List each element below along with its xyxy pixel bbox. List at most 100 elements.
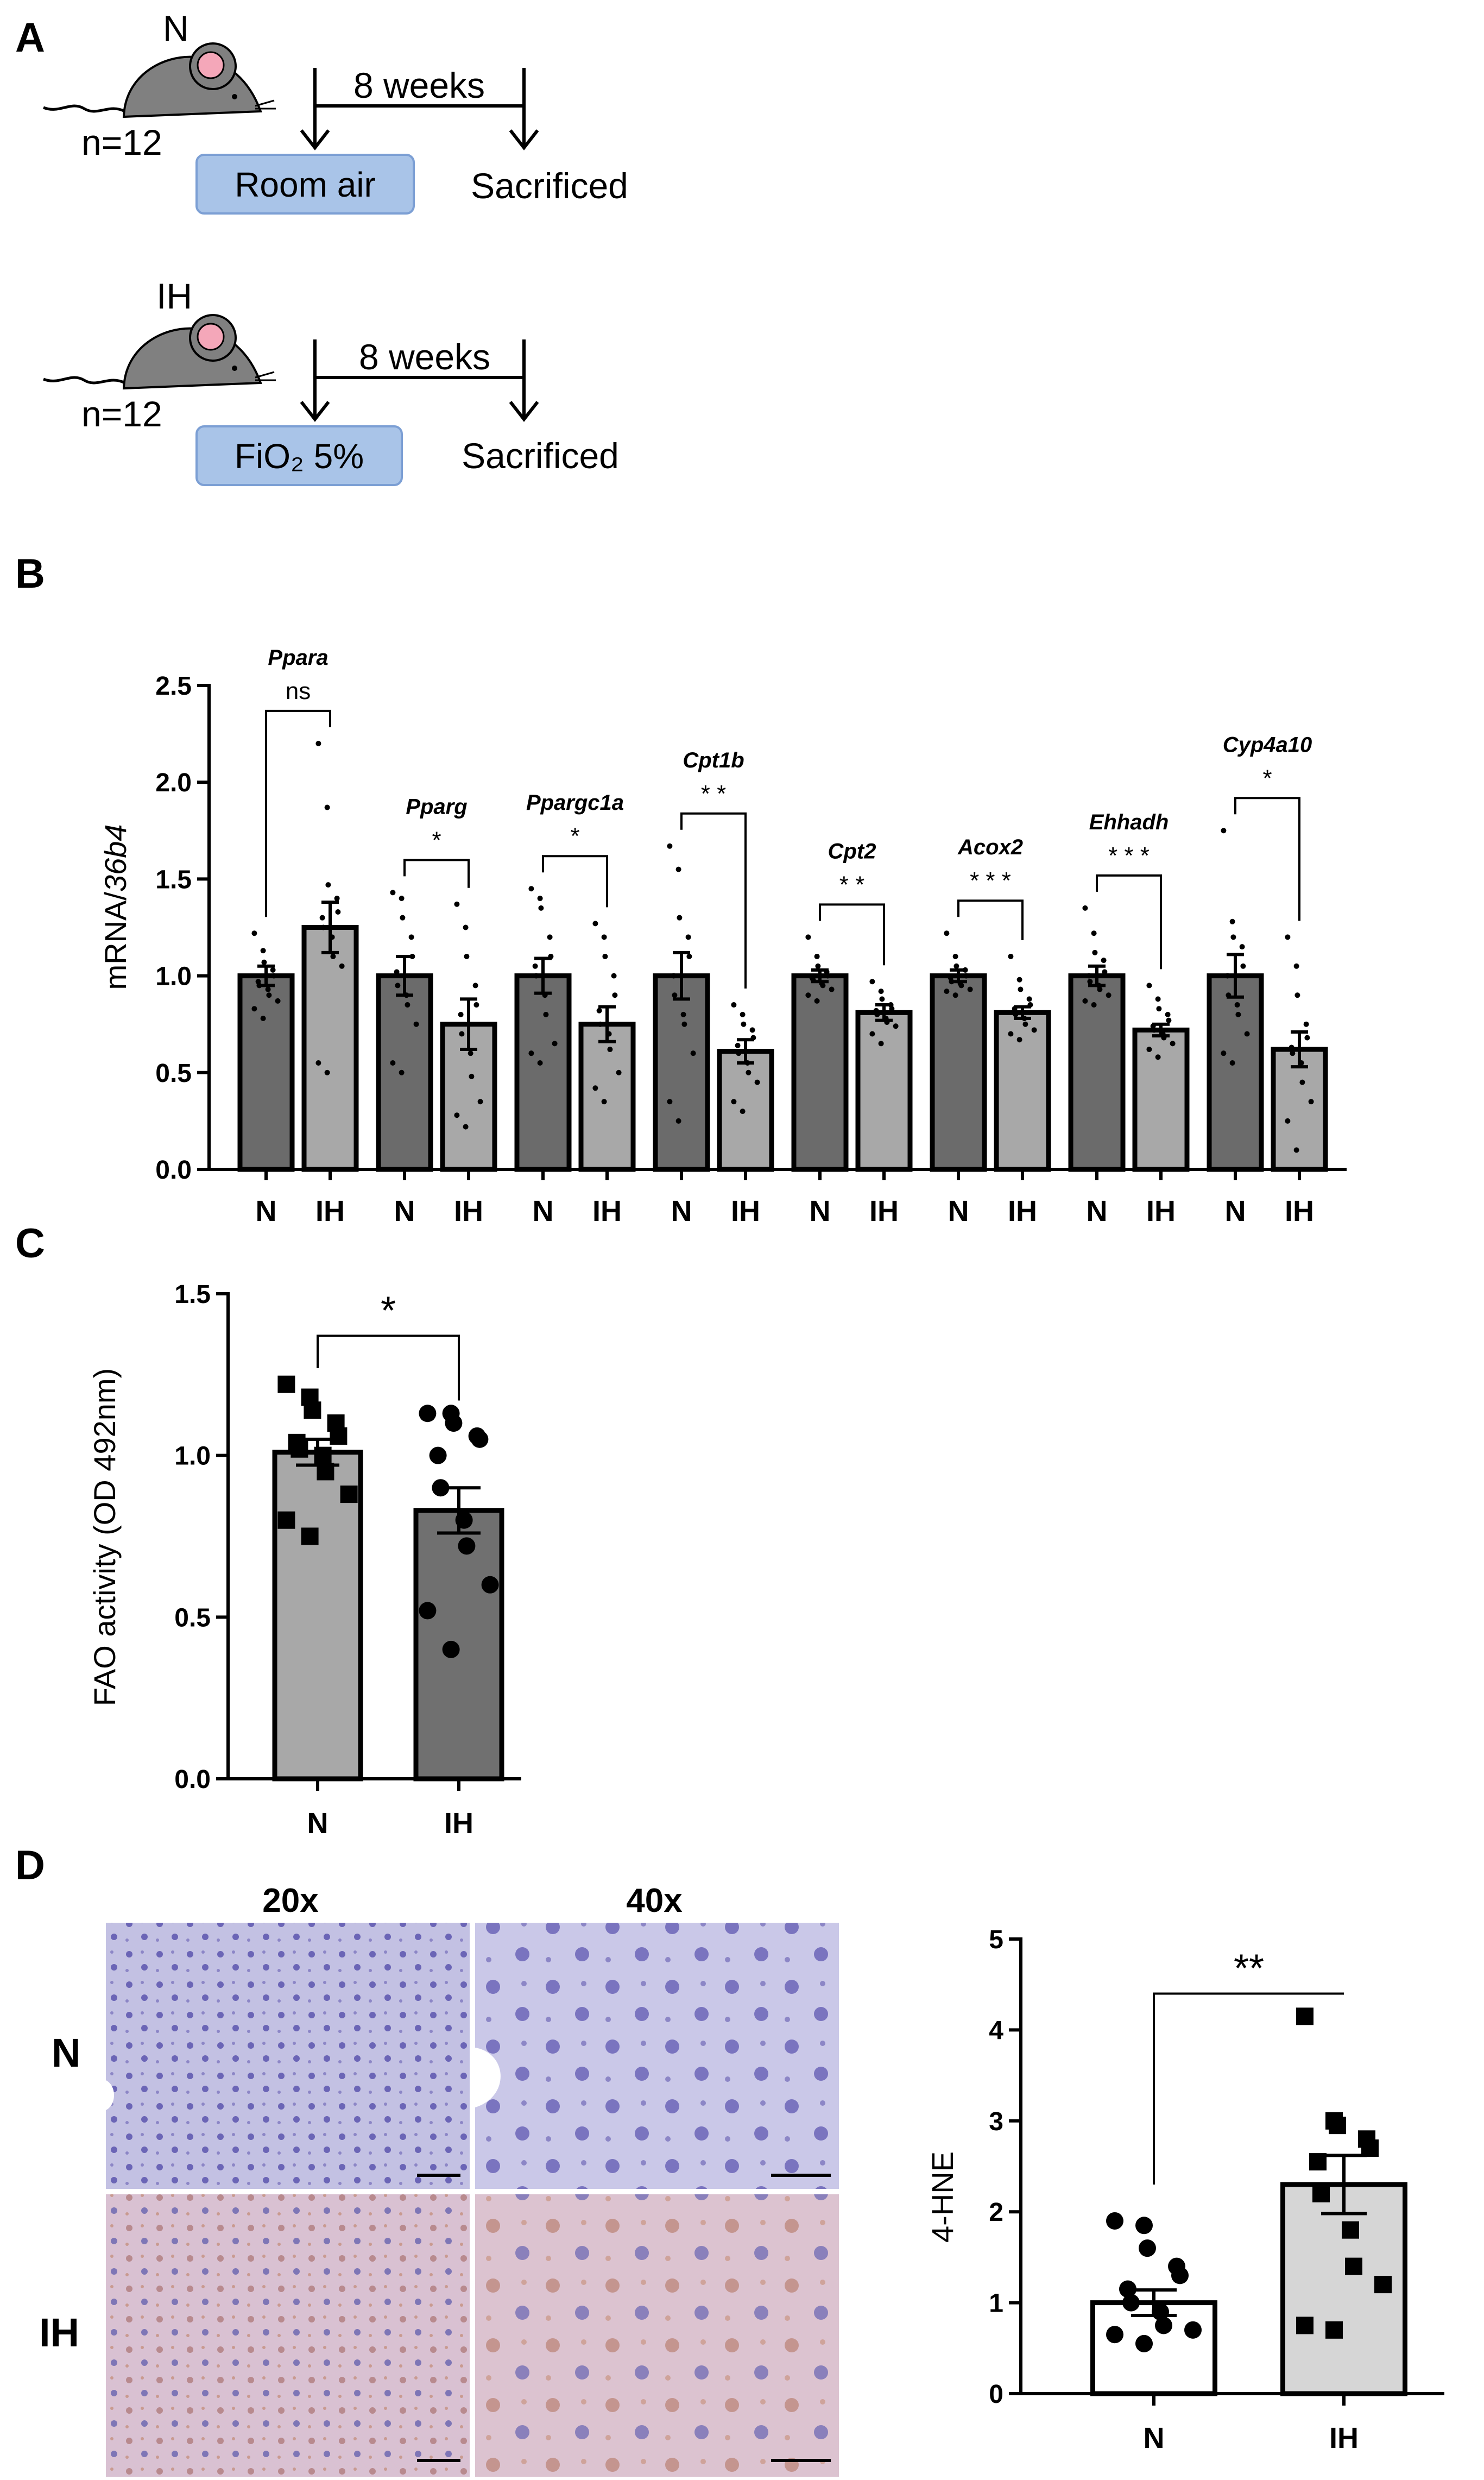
data-point	[390, 890, 396, 896]
data-point	[963, 973, 969, 979]
data-point	[314, 1446, 332, 1464]
data-point	[419, 1602, 437, 1620]
gene-label: Acox2	[957, 835, 1023, 859]
y-tick-label: 1.0	[174, 1442, 211, 1471]
mouse-tail-icon	[43, 104, 126, 113]
data-point	[814, 953, 820, 959]
data-point	[869, 1031, 875, 1037]
data-point	[677, 915, 683, 921]
data-point	[317, 1463, 334, 1481]
data-point	[463, 1124, 469, 1130]
mouse-label: IH	[156, 276, 192, 316]
data-point	[667, 1099, 673, 1105]
data-point	[1135, 2334, 1153, 2352]
data-point	[458, 1537, 476, 1555]
x-category-label: N	[810, 1195, 831, 1228]
data-point	[477, 1099, 483, 1105]
panel-b-y-axis-title: mRNA/36b4	[98, 824, 132, 990]
data-point	[442, 1640, 460, 1658]
data-point	[944, 930, 950, 936]
endpoint-label: Sacrificed	[462, 436, 619, 476]
data-point	[1221, 828, 1227, 834]
data-point	[967, 986, 973, 992]
data-point	[271, 973, 277, 979]
bar	[1068, 973, 1126, 1172]
panel-letter-a: A	[15, 15, 45, 61]
bar	[930, 973, 987, 1172]
x-category-label: N	[948, 1195, 969, 1228]
data-point	[1312, 2185, 1330, 2202]
condition-label: Room air	[235, 165, 376, 204]
data-point	[1092, 949, 1098, 955]
data-point	[1342, 2221, 1359, 2239]
data-point	[805, 992, 811, 998]
data-point	[463, 924, 469, 930]
data-point	[601, 1099, 607, 1105]
y-tick-label: 4	[989, 2016, 1003, 2045]
data-point	[667, 843, 673, 849]
panel-letter-d: D	[15, 1842, 45, 1889]
data-point	[1018, 986, 1024, 992]
mouse-eye-icon	[232, 366, 237, 371]
data-point	[893, 1023, 899, 1029]
data-point	[754, 1079, 760, 1085]
data-point	[394, 969, 400, 975]
x-category-label: IH	[731, 1195, 760, 1228]
data-point	[265, 986, 271, 992]
data-point	[1161, 1035, 1167, 1041]
data-point	[814, 998, 820, 1004]
x-category-label: IH	[1285, 1195, 1314, 1228]
data-point	[740, 1109, 746, 1115]
data-point	[548, 953, 554, 959]
chart-b-plot: 0.0 0.5 1.0 1.5 2.0 2.5 N IH ns Ppara N IH * Pparg N IH…	[155, 646, 1347, 1228]
data-point	[685, 934, 691, 940]
data-point	[1008, 953, 1014, 959]
data-point	[1135, 2217, 1153, 2234]
y-axis-title-prefix: mRNA/	[98, 892, 132, 990]
data-point	[1221, 1050, 1227, 1056]
data-point	[329, 934, 335, 940]
data-point	[340, 1486, 358, 1503]
y-tick-label: 1	[989, 2289, 1003, 2318]
data-point	[1155, 1054, 1161, 1060]
data-point	[1325, 2321, 1343, 2339]
chart-d-plot: 0 1 2 3 4 5 N IH **	[989, 1925, 1444, 2454]
data-point	[330, 1427, 348, 1445]
data-point	[481, 1576, 499, 1594]
data-point	[741, 1021, 747, 1027]
x-category-label: IH	[869, 1195, 899, 1228]
data-point	[319, 915, 325, 921]
endpoint-label: Sacrificed	[471, 166, 628, 206]
data-point	[405, 1002, 411, 1008]
y-tick-label: 1.5	[155, 865, 192, 894]
data-point	[1293, 1147, 1299, 1153]
data-point	[874, 1011, 880, 1017]
significance-label: * * *	[970, 867, 1011, 894]
data-point	[671, 973, 677, 979]
significance-label: **	[1234, 1947, 1264, 1990]
y-tick-label: 3	[989, 2107, 1003, 2136]
panel-c-y-axis-title: FAO activity (OD 492nm)	[87, 1368, 122, 1706]
data-point	[542, 992, 548, 998]
data-point	[1091, 930, 1097, 936]
data-point	[805, 934, 811, 940]
data-point	[1122, 2294, 1140, 2312]
data-point	[1298, 1060, 1304, 1066]
bar	[301, 925, 359, 1172]
y-axis-title-italic: 36b4	[98, 824, 132, 892]
mouse-tail-icon	[43, 376, 126, 385]
data-point	[315, 740, 321, 746]
mouse-inner-ear-icon	[197, 51, 225, 79]
chart-c-plot: 0.0 0.5 1.0 1.5 N IH *	[174, 1280, 521, 1840]
y-tick-label: 0	[989, 2380, 1003, 2409]
data-point	[473, 1002, 479, 1008]
data-point	[399, 896, 405, 902]
data-point	[681, 1021, 687, 1027]
data-point	[1290, 1050, 1296, 1056]
data-point	[962, 967, 968, 973]
mouse-whiskers-icon	[255, 99, 276, 110]
data-point	[1299, 1079, 1305, 1085]
data-point	[616, 1069, 622, 1075]
data-point	[1345, 2257, 1362, 2275]
significance-label: *	[432, 827, 441, 853]
